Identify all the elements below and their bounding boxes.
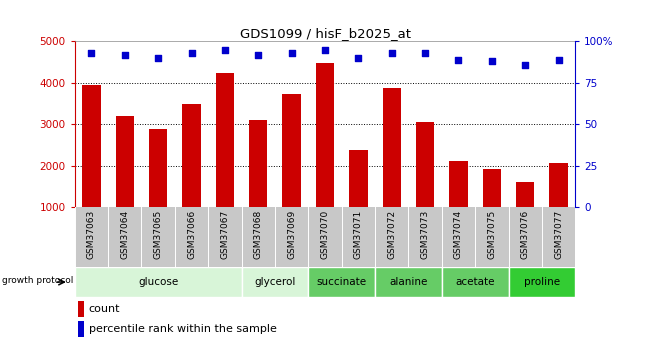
Text: GSM37064: GSM37064 [120, 210, 129, 259]
Text: percentile rank within the sample: percentile rank within the sample [88, 324, 276, 334]
Bar [242, 267, 308, 297]
Bar [77, 301, 84, 317]
Bar [149, 129, 167, 207]
Bar [375, 267, 442, 297]
Point [120, 52, 130, 57]
Text: glucose: glucose [138, 277, 178, 287]
Text: GSM37067: GSM37067 [220, 210, 229, 259]
Bar [349, 150, 367, 207]
Text: GSM37071: GSM37071 [354, 210, 363, 259]
Text: alanine: alanine [389, 277, 428, 287]
Text: succinate: succinate [317, 277, 367, 287]
Bar [316, 63, 334, 207]
Point [253, 52, 263, 57]
Point [187, 50, 197, 56]
Text: proline: proline [524, 277, 560, 287]
Text: GSM37073: GSM37073 [421, 210, 430, 259]
Bar [308, 267, 375, 297]
Bar [216, 73, 234, 207]
Bar [416, 122, 434, 207]
Text: GSM37075: GSM37075 [488, 210, 497, 259]
Text: GSM37068: GSM37068 [254, 210, 263, 259]
Bar [383, 88, 401, 207]
Bar [83, 85, 101, 207]
Text: GSM37076: GSM37076 [521, 210, 530, 259]
Point [553, 57, 564, 62]
Point [287, 50, 297, 56]
Text: GSM37072: GSM37072 [387, 210, 396, 259]
Point [420, 50, 430, 56]
Text: GSM37074: GSM37074 [454, 210, 463, 259]
Bar [77, 322, 84, 337]
Text: GSM37069: GSM37069 [287, 210, 296, 259]
Text: count: count [88, 304, 120, 314]
Bar [483, 169, 501, 207]
Text: GSM37070: GSM37070 [320, 210, 330, 259]
Point [153, 55, 163, 61]
Title: GDS1099 / hisF_b2025_at: GDS1099 / hisF_b2025_at [239, 27, 411, 40]
Bar [283, 94, 301, 207]
Text: GSM37066: GSM37066 [187, 210, 196, 259]
Point [86, 50, 97, 56]
Point [387, 50, 397, 56]
Bar [442, 267, 508, 297]
Text: GSM37065: GSM37065 [153, 210, 162, 259]
Text: GSM37063: GSM37063 [87, 210, 96, 259]
Bar [549, 163, 567, 207]
Text: acetate: acetate [456, 277, 495, 287]
Point [353, 55, 363, 61]
Bar [116, 116, 134, 207]
Bar [449, 161, 467, 207]
Bar [75, 267, 242, 297]
Bar [183, 104, 201, 207]
Point [220, 47, 230, 52]
Point [320, 47, 330, 52]
Text: glycerol: glycerol [254, 277, 296, 287]
Point [520, 62, 530, 67]
Text: growth protocol: growth protocol [2, 276, 73, 285]
Bar [516, 182, 534, 207]
Bar [508, 267, 575, 297]
Point [487, 59, 497, 64]
Point [453, 57, 463, 62]
Bar [249, 120, 267, 207]
Text: GSM37077: GSM37077 [554, 210, 563, 259]
